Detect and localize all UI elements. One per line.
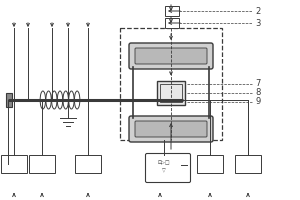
Bar: [165, 18, 179, 28]
Bar: [120, 28, 222, 140]
Text: ▽: ▽: [162, 168, 166, 173]
FancyBboxPatch shape: [146, 154, 190, 182]
Bar: [157, 80, 185, 104]
Bar: [29, 155, 55, 173]
FancyBboxPatch shape: [129, 116, 213, 142]
Text: 2: 2: [255, 6, 261, 16]
Bar: [75, 155, 101, 173]
FancyBboxPatch shape: [129, 43, 213, 69]
Bar: [160, 84, 182, 102]
Text: 7: 7: [255, 79, 261, 88]
Text: ⊡▷□: ⊡▷□: [158, 160, 170, 166]
Bar: [197, 155, 223, 173]
Text: 8: 8: [255, 88, 261, 97]
Bar: [1, 155, 27, 173]
Text: 3: 3: [255, 19, 261, 27]
Bar: [165, 6, 179, 16]
FancyBboxPatch shape: [135, 48, 207, 64]
Bar: [6, 93, 12, 107]
Bar: [235, 155, 261, 173]
FancyBboxPatch shape: [135, 121, 207, 137]
Text: 9: 9: [255, 97, 261, 106]
